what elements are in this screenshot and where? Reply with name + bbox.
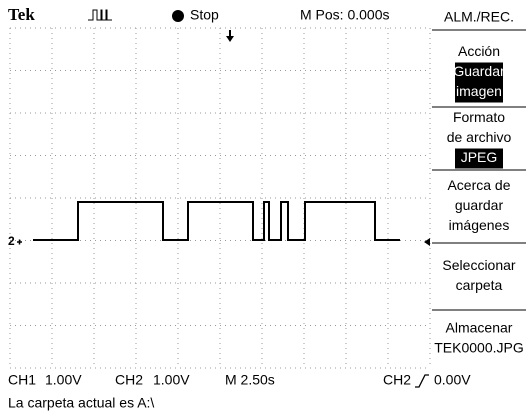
ch2-label: CH2 bbox=[115, 372, 143, 388]
status-message: La carpeta actual es A:\ bbox=[8, 395, 154, 411]
brand: Tek bbox=[8, 5, 35, 24]
menu-item-label: Acerca de bbox=[447, 177, 510, 193]
menu-item-selected: Guardar bbox=[453, 63, 505, 79]
menu-item-label: Formato bbox=[453, 109, 505, 125]
timebase: M 2.50s bbox=[225, 372, 275, 388]
position: M Pos: 0.000s bbox=[300, 7, 390, 23]
ch1-scale: 1.00V bbox=[45, 372, 82, 388]
trigger-source: CH2 bbox=[383, 372, 411, 388]
channel-marker: 2 bbox=[8, 234, 15, 248]
run-status: Stop bbox=[190, 7, 219, 23]
stop-icon bbox=[172, 10, 184, 22]
trigger-level: 0.00V bbox=[434, 372, 471, 388]
menu-item-selected: imagen bbox=[456, 83, 502, 99]
menu-item-label: carpeta bbox=[456, 277, 503, 293]
ch1-label: CH1 bbox=[8, 372, 36, 388]
menu-item-label: de archivo bbox=[447, 129, 512, 145]
ch2-scale: 1.00V bbox=[153, 372, 190, 388]
menu-item-label: Almacenar bbox=[446, 320, 513, 336]
menu-item-label: guardar bbox=[455, 197, 504, 213]
oscilloscope-screen: Tek Stop M Pos: 0.000s 2 ALM./REC. Acció… bbox=[0, 0, 526, 414]
menu-item-label: imágenes bbox=[449, 217, 510, 233]
menu-title: ALM./REC. bbox=[444, 9, 514, 25]
menu-item-label: Acción bbox=[458, 43, 500, 59]
menu-item-label: Seleccionar bbox=[442, 257, 515, 273]
menu-item-label: TEK0000.JPG bbox=[434, 340, 524, 356]
menu-item-selected: JPEG bbox=[461, 149, 498, 165]
